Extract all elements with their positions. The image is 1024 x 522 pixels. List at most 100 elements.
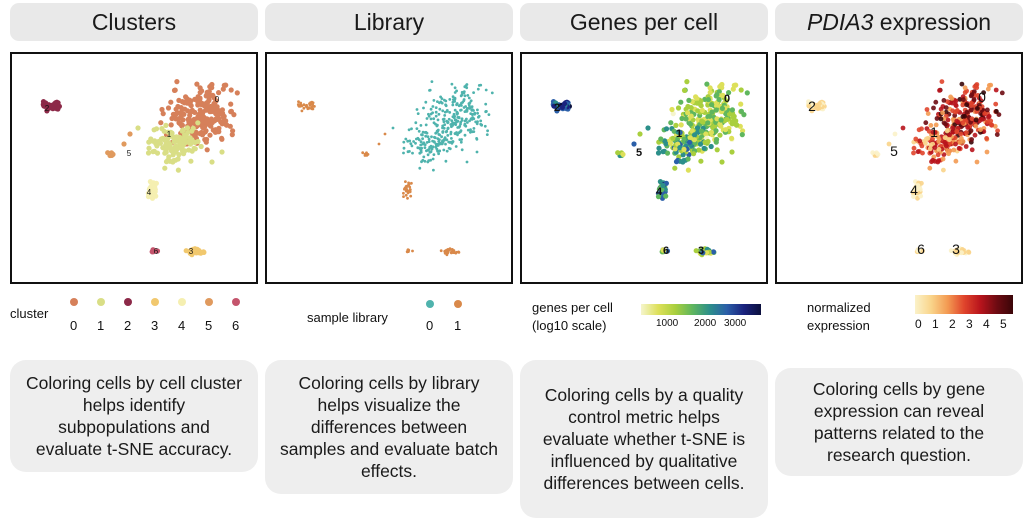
cell-point [914, 187, 920, 193]
legend-cluster-label: 5 [205, 318, 213, 333]
cell-point [962, 90, 968, 95]
cell-point [969, 100, 974, 106]
cell-point [427, 159, 431, 162]
cell-point [224, 122, 230, 128]
cell-point [445, 149, 449, 153]
legend-genes: genes per cell (log10 scale) 1000 2000 3… [520, 292, 768, 336]
cell-point [453, 108, 457, 112]
cell-point [717, 84, 723, 90]
cell-point [297, 100, 300, 103]
cell-point [429, 144, 433, 148]
cell-point [744, 90, 750, 96]
cell-point [999, 90, 1005, 96]
cell-point [177, 135, 183, 141]
cell-point [441, 109, 445, 113]
cell-point [469, 128, 472, 132]
legend-cluster-swatch [124, 298, 132, 306]
cell-point [306, 106, 309, 109]
cell-point [441, 140, 445, 144]
legend-clusters-label: cluster [10, 306, 49, 321]
cell-point [445, 109, 449, 112]
legend-genes-colorbar [641, 304, 761, 315]
cell-point [472, 91, 475, 94]
cell-point [476, 120, 479, 124]
cell-point [961, 97, 966, 102]
cell-point [457, 131, 461, 135]
cell-point [446, 134, 450, 137]
cell-point [453, 114, 456, 118]
cell-point [941, 152, 947, 157]
cell-point [973, 123, 979, 129]
tsne-plot-clusters: 0 1 2 3 4 5 6 [10, 52, 258, 284]
cell-point [698, 158, 704, 164]
cell-point [197, 113, 203, 119]
cell-point [453, 86, 457, 90]
cell-point [994, 132, 1000, 137]
legend-expression-tick: 4 [983, 317, 990, 331]
cell-point [366, 153, 370, 156]
legend-expression-tick: 3 [966, 317, 973, 331]
legend-genes-tick-1000: 1000 [656, 318, 679, 329]
cell-point [944, 128, 950, 134]
cell-point [953, 158, 959, 164]
cell-point [718, 123, 724, 129]
cell-point [197, 85, 203, 91]
cell-point [670, 135, 676, 141]
cell-point [679, 115, 685, 122]
cell-point [694, 96, 700, 102]
cell-point [163, 159, 170, 165]
cluster-label-genes: 0 [724, 93, 730, 105]
cell-point [416, 136, 420, 140]
cell-point [962, 85, 968, 91]
cell-point [406, 248, 410, 252]
cell-point [182, 132, 188, 138]
cell-point [975, 93, 981, 98]
cell-point [456, 133, 459, 137]
cell-point [714, 136, 720, 143]
cell-point [973, 117, 979, 123]
cell-point [968, 107, 974, 113]
cell-point [163, 122, 169, 128]
cell-point [170, 152, 176, 158]
cell-point [228, 101, 234, 107]
cell-point [189, 128, 195, 134]
cell-point [487, 113, 491, 116]
cell-point [433, 140, 436, 144]
cell-point [146, 145, 152, 151]
cell-point [305, 103, 308, 107]
cell-point [443, 110, 447, 114]
legend-expression-label-line2: expression [807, 318, 870, 333]
cell-point [422, 106, 425, 110]
cell-point [704, 81, 710, 87]
cell-point [203, 93, 209, 99]
cell-point [406, 184, 410, 187]
cell-point [475, 137, 478, 140]
cell-point [161, 128, 167, 134]
cell-point [457, 104, 461, 108]
cell-point [165, 129, 171, 135]
cell-point [733, 82, 739, 88]
cell-point [668, 120, 674, 126]
cell-point [453, 118, 457, 122]
cell-point [441, 131, 445, 134]
cell-point [925, 111, 931, 116]
cell-point [971, 97, 977, 102]
cell-point [145, 194, 152, 200]
cell-point [691, 151, 697, 157]
cell-point [406, 191, 410, 195]
cluster-label-clusters: 1 [167, 130, 172, 139]
cell-point [439, 249, 443, 253]
cell-point [468, 106, 472, 110]
legend-clusters: cluster 0 1 2 3 4 5 6 [10, 292, 258, 336]
cell-point [985, 107, 990, 113]
cell-point [160, 135, 166, 141]
cell-point [988, 82, 994, 88]
cell-point [383, 132, 387, 136]
cell-point [951, 147, 957, 153]
cell-point [948, 248, 954, 254]
cluster-label-expression: 1 [930, 124, 938, 140]
cell-point [299, 101, 303, 105]
legend-expression-tick: 1 [932, 317, 939, 331]
cluster-label-genes: 2 [554, 102, 560, 114]
